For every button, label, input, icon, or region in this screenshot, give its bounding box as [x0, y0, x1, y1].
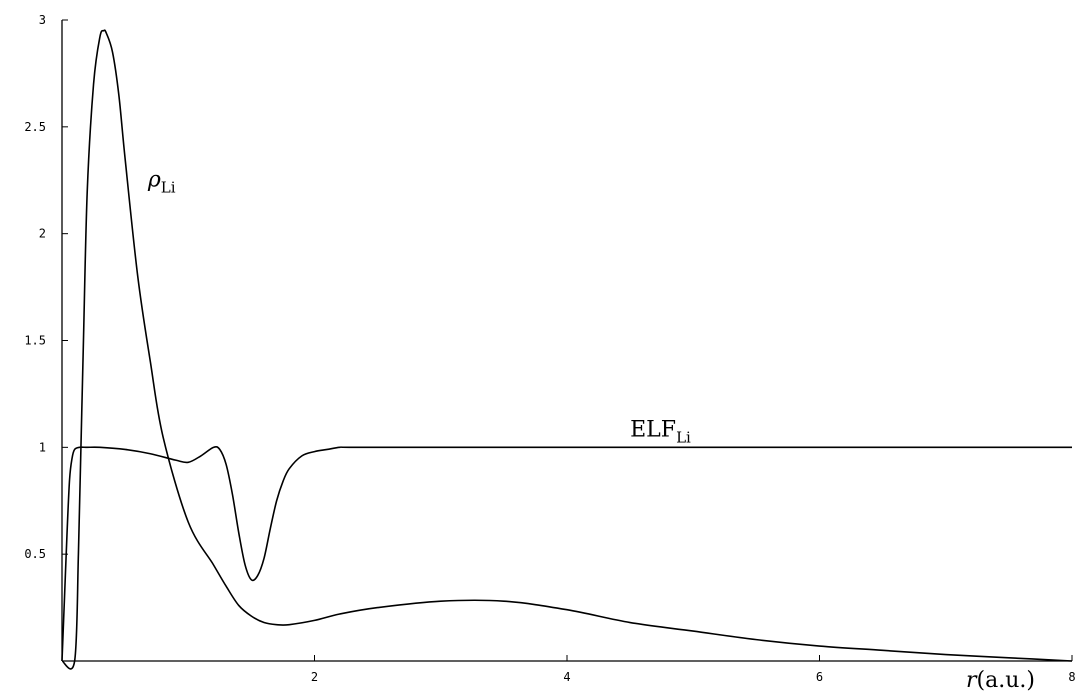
- x-tick-label: 8: [1068, 670, 1075, 684]
- y-tick-label: 1: [39, 440, 46, 454]
- y-tick-label: 2.5: [24, 120, 46, 134]
- series-line-rho: [61, 29, 1073, 670]
- y-tick-label: 1.5: [24, 334, 46, 348]
- y-ticks: 0.5 1 1.5 2 2.5 3: [24, 13, 68, 561]
- x-axis-group: 2 4 6 8 r(a.u.): [62, 655, 1076, 691]
- series-name-subscript: Li: [161, 179, 176, 197]
- y-axis-group: 0.5 1 1.5 2 2.5 3: [24, 13, 68, 661]
- x-ticks: 2 4 6 8: [311, 655, 1076, 684]
- x-tick-label: 6: [816, 670, 823, 684]
- x-tick-label: 2: [311, 670, 318, 684]
- y-tick-label: 2: [39, 227, 46, 241]
- x-axis-label: r(a.u.): [966, 668, 1035, 691]
- x-tick-label: 4: [563, 670, 570, 684]
- series-label-rho: ρLi: [147, 168, 176, 197]
- series-label-elf: ELFLi: [630, 418, 691, 447]
- series-name: ρ: [147, 168, 161, 193]
- y-tick-label: 0.5: [24, 547, 46, 561]
- series-name: ELF: [630, 418, 676, 443]
- y-tick-label: 3: [39, 13, 46, 27]
- series-name-subscript: Li: [676, 429, 691, 447]
- series-line-elf: [61, 445, 1072, 662]
